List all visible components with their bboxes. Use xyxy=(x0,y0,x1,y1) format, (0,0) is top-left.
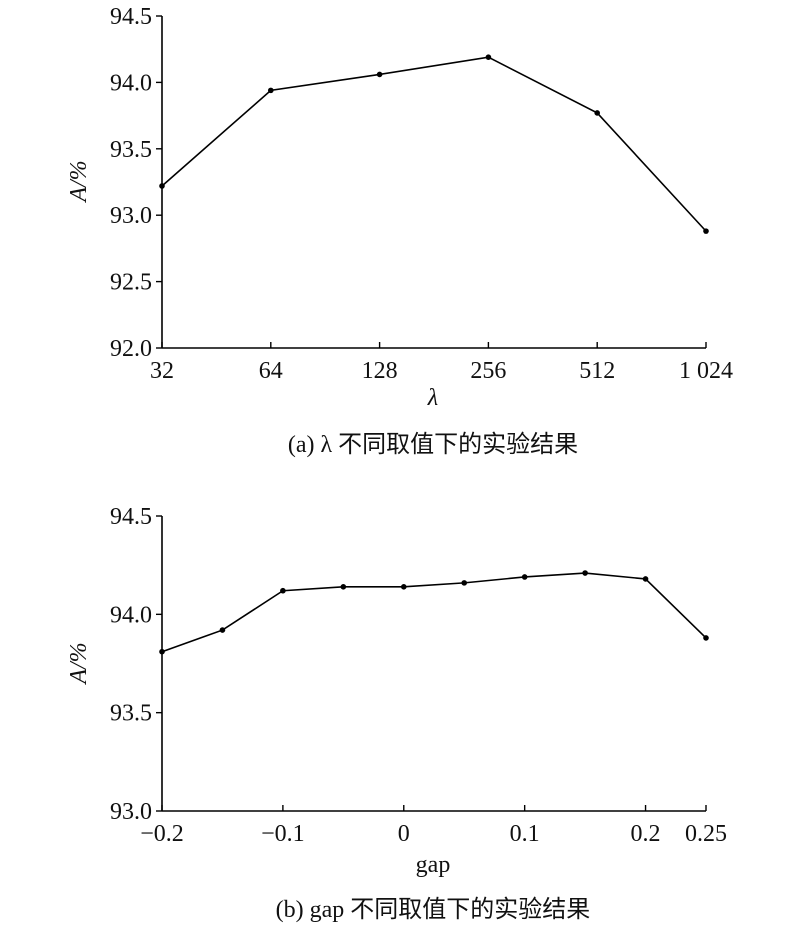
a-y-tick-label: 92.0 xyxy=(110,336,152,362)
b-data-point xyxy=(521,574,528,580)
b-data-point xyxy=(280,587,286,594)
b-x-tick-label: −0.2 xyxy=(140,821,184,847)
b-x-tick-label: 0.2 xyxy=(631,821,661,847)
b-y-tick-label: 94.5 xyxy=(110,504,152,530)
a-data-point xyxy=(376,71,383,78)
b-data-point xyxy=(340,584,347,590)
a-data-point xyxy=(594,110,600,116)
b-y-tick-label: 93.5 xyxy=(110,701,152,727)
b-x-tick-label: −0.1 xyxy=(261,821,305,847)
a-data-point xyxy=(159,183,165,189)
a-x-tick-label: 512 xyxy=(579,358,615,384)
a-x-tick-label: 64 xyxy=(259,358,283,384)
a-y-tick-label: 93.0 xyxy=(110,203,152,229)
panel-b-gap: 93.0 93.5 94.0 94.5 −0.2 −0.1 0 0.1 0.2 0.25 A/%… xyxy=(66,504,727,923)
panel-b-caption: (b) gap 不同取值下的实验结果 xyxy=(276,896,591,923)
a-series-line xyxy=(161,56,707,232)
b-data-point xyxy=(159,648,165,655)
a-x-tick-label: 1 024 xyxy=(679,358,733,384)
a-data-point xyxy=(485,54,492,60)
panel-a-axes xyxy=(161,16,706,349)
a-data-point xyxy=(268,87,274,94)
panel-a-caption: (a) λ 不同取值下的实验结果 xyxy=(288,431,578,458)
b-series-line xyxy=(161,572,707,653)
b-y-tick-label: 94.0 xyxy=(110,602,152,628)
panel-a-lambda: 92.0 92.5 93.0 93.5 94.0 94.5 32 64 128 256 512 1 … xyxy=(66,4,733,458)
b-x-tick-label: 0.25 xyxy=(685,821,727,847)
panel-a-y-axis-label: A/% xyxy=(66,160,92,203)
b-data-point xyxy=(582,570,588,576)
b-data-point xyxy=(219,627,226,633)
panel-a-x-ticks: 32 64 128 256 512 1 024 xyxy=(150,342,733,384)
b-data-point xyxy=(400,584,407,590)
a-x-tick-label: 128 xyxy=(362,358,398,384)
panel-a-x-axis-label: λ xyxy=(427,385,438,411)
panel-b-y-axis-label: A/% xyxy=(66,642,92,685)
panel-b-y-ticks: 93.0 93.5 94.0 94.5 xyxy=(110,504,162,825)
b-x-tick-label: 0 xyxy=(398,821,410,847)
a-y-tick-label: 93.5 xyxy=(110,137,152,163)
panel-a-y-ticks: 92.0 92.5 93.0 93.5 94.0 94.5 xyxy=(110,4,162,362)
panel-b-axes xyxy=(161,516,706,812)
b-data-point xyxy=(703,635,709,641)
b-y-tick-label: 93.0 xyxy=(110,799,152,825)
a-y-tick-label: 94.5 xyxy=(110,4,152,30)
a-x-tick-label: 32 xyxy=(150,358,174,384)
a-x-tick-label: 256 xyxy=(470,358,506,384)
panel-b-x-ticks: −0.2 −0.1 0 0.1 0.2 0.25 xyxy=(140,805,727,847)
panel-b-series xyxy=(159,570,709,655)
a-y-tick-label: 92.5 xyxy=(110,270,152,296)
panel-b-x-axis-label: gap xyxy=(416,852,451,878)
b-data-point xyxy=(642,576,649,582)
b-x-tick-label: 0.1 xyxy=(510,821,540,847)
panel-a-series xyxy=(159,54,709,234)
a-data-point xyxy=(703,228,709,234)
b-data-point xyxy=(461,580,468,586)
a-y-tick-label: 94.0 xyxy=(110,70,152,96)
